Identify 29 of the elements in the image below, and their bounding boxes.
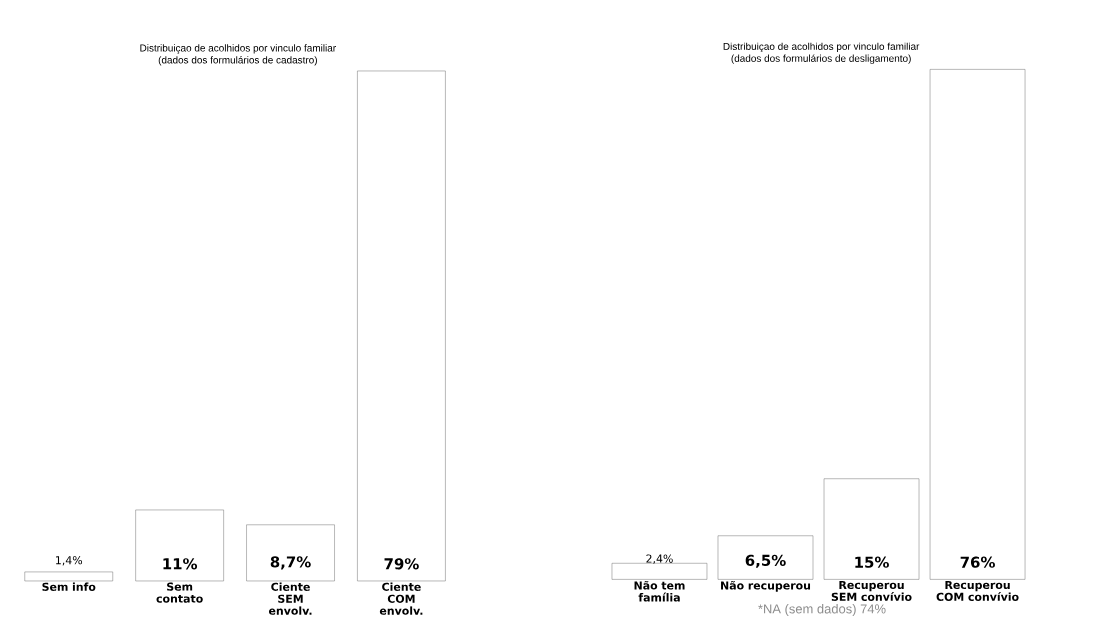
x-tick-label: Recuperou SEM convívio [831,580,912,601]
chart-title: Distribuiçao de acolhidos por vinculo familiar [723,42,920,52]
text: *NA (sem dados) 74% [758,603,886,617]
bar [823,478,920,580]
bar [929,69,1026,580]
bar [357,70,446,582]
bar [611,563,708,580]
data-label: 11% [163,558,198,570]
x-tick-label: Sem info [42,582,96,591]
bar [135,509,224,582]
data-label: 15% [855,556,889,568]
bar [246,524,335,582]
data-label: 6,5% [745,554,786,568]
x-tick-label: Não recuperou [721,580,811,592]
bar [717,535,814,580]
x-tick-label: Ciente COM envolv. [379,582,423,615]
x-tick-label: Recuperou COM convívio [936,580,1019,601]
bar [24,571,113,582]
chart-subtitle: (dados dos formulários de desligamento) [731,54,911,64]
chart-subtitle: (dados dos formulários de cadastro) [158,56,317,66]
chart-title: Distribuiçao de acolhidos por vinculo familiar [140,44,336,54]
data-label: 8,7% [270,556,311,570]
data-label: 2,4% [646,554,673,564]
data-label: 79% [384,558,419,570]
x-tick-label: Não tem família [634,580,685,602]
x-tick-label: Sem contato [156,582,203,603]
x-tick-label: Ciente SEM envolv. [268,582,312,615]
data-label: 76% [960,556,995,568]
data-label: 1,4% [56,556,83,566]
